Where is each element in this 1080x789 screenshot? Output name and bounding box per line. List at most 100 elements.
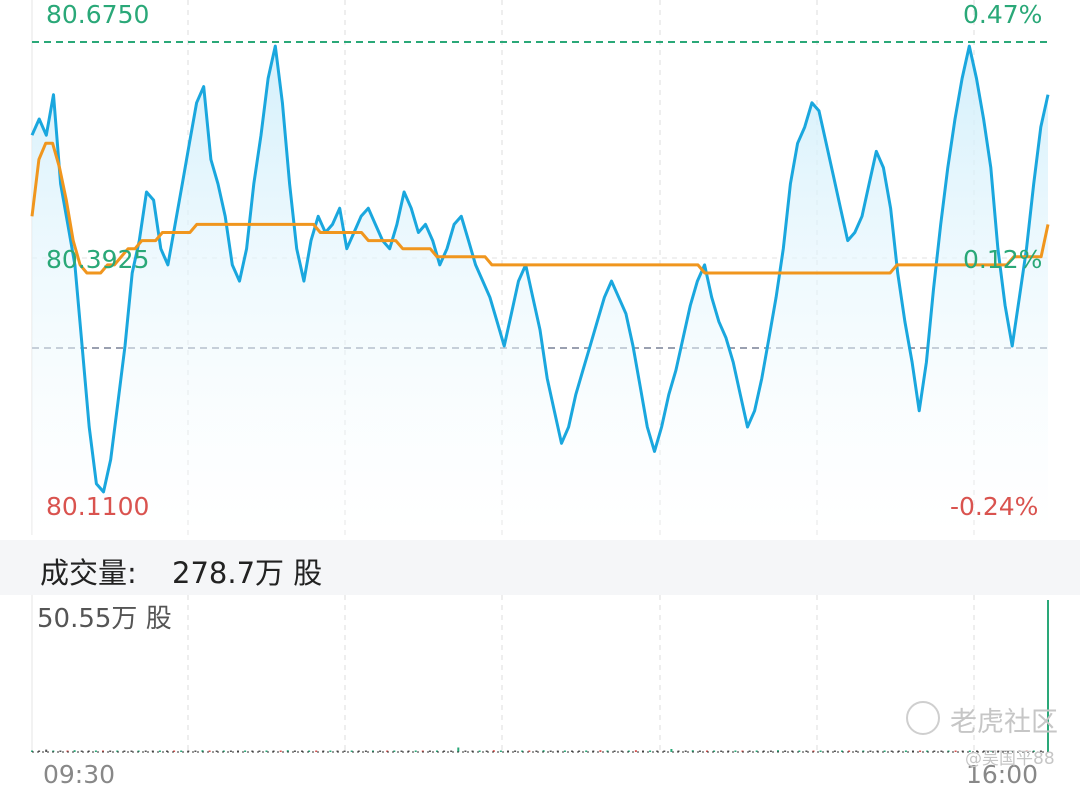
volume-bar: [777, 750, 779, 752]
volume-bar: [919, 750, 922, 752]
volume-bar: [201, 750, 204, 752]
volume-bar: [158, 750, 161, 752]
volume-bar: [272, 750, 275, 752]
volume-total: 278.7万 股: [172, 556, 323, 590]
volume-bar: [990, 750, 993, 752]
volume-bar: [535, 750, 538, 752]
volume-title: 成交量:: [40, 556, 137, 590]
pct-label-high: 0.47%: [963, 0, 1043, 29]
volume-bar: [436, 750, 438, 752]
volume-bar: [521, 750, 524, 752]
volume-bar: [492, 750, 495, 752]
volume-bar: [414, 750, 417, 752]
volume-bar: [741, 750, 744, 752]
volume-bar: [329, 750, 332, 752]
volume-bar: [301, 750, 303, 752]
volume-bar: [876, 750, 879, 752]
volume-chart: [31, 595, 1049, 753]
volume-bar: [507, 750, 509, 752]
watermark-user: @吴国平88: [965, 749, 1055, 769]
volume-bar: [1018, 750, 1021, 752]
volume-bar: [137, 750, 140, 752]
volume-bar: [670, 749, 673, 752]
volume-bar: [258, 750, 261, 752]
volume-bar: [45, 749, 48, 752]
volume-bar: [208, 750, 211, 752]
pct-label-low: -0.24%: [950, 492, 1039, 521]
volume-bar: [585, 750, 588, 752]
volume-bar: [912, 750, 914, 752]
volume-bar: [706, 750, 708, 752]
volume-bar: [400, 750, 403, 752]
volume-bar: [364, 750, 367, 752]
volume-bar: [222, 750, 225, 752]
volume-bar: [443, 750, 446, 752]
volume-bar: [528, 750, 531, 752]
x-label-start: 09:30: [43, 760, 116, 789]
volume-bar: [649, 750, 652, 752]
volume-bar: [968, 750, 971, 752]
volume-bar: [833, 750, 836, 752]
volume-bar: [848, 750, 851, 752]
volume-bar: [940, 750, 943, 752]
volume-bar: [123, 750, 126, 752]
volume-bar: [393, 750, 396, 752]
volume-bar: [755, 750, 758, 752]
y-label-high: 80.6750: [46, 0, 150, 29]
volume-bar: [983, 750, 986, 752]
volume-bar: [904, 750, 907, 752]
volume-bar: [677, 750, 680, 752]
volume-bar: [1039, 750, 1042, 752]
volume-max-label: 50.55万 股: [37, 604, 172, 634]
volume-bar: [947, 750, 950, 752]
volume-bar: [1025, 750, 1028, 752]
volume-bar: [826, 750, 829, 752]
volume-bar: [549, 750, 552, 752]
volume-bar: [812, 750, 815, 752]
volume-bar: [897, 750, 900, 752]
volume-bar: [336, 750, 339, 752]
volume-bar: [279, 750, 282, 752]
volume-bar: [73, 750, 76, 752]
volume-bar: [357, 750, 360, 752]
volume-bar: [954, 750, 957, 752]
volume-bar: [961, 750, 964, 752]
volume-bar: [599, 750, 602, 752]
volume-bar: [116, 750, 119, 752]
volume-bar: [322, 750, 325, 752]
y-label-mid: 80.3925: [46, 245, 150, 274]
volume-bar: [933, 750, 936, 752]
volume-bar: [784, 750, 787, 752]
volume-bar: [59, 750, 62, 752]
volume-bar: [762, 750, 765, 752]
volume-bar: [727, 750, 730, 752]
volume-bar: [1047, 600, 1049, 752]
volume-bar: [464, 750, 467, 752]
watermark-brand: 老虎社区: [950, 707, 1058, 738]
volume-bar: [997, 750, 1000, 752]
volume-bar: [606, 750, 609, 752]
volume-bar: [286, 750, 289, 752]
brand-logo-icon: [906, 701, 940, 735]
volume-bar: [130, 750, 133, 752]
volume-bar: [841, 750, 843, 752]
volume-bar: [1011, 750, 1014, 752]
volume-bar: [592, 750, 595, 752]
volume-bar: [450, 750, 453, 752]
pct-label-mid: 0.12%: [963, 245, 1043, 274]
volume-bar: [713, 750, 716, 752]
price-line: [30, 44, 1050, 494]
volume-bar: [563, 750, 566, 752]
volume-bar: [691, 750, 694, 752]
volume-bar: [151, 750, 154, 752]
volume-bar: [180, 750, 183, 752]
volume-bar: [855, 750, 858, 752]
volume-bar: [237, 750, 239, 752]
volume-bar: [421, 750, 424, 752]
average-price-line: [30, 141, 1050, 275]
volume-bar: [684, 750, 687, 752]
volume-bar: [620, 750, 623, 752]
volume-bar: [293, 750, 296, 752]
volume-bar: [642, 750, 644, 752]
volume-bar: [805, 750, 808, 752]
